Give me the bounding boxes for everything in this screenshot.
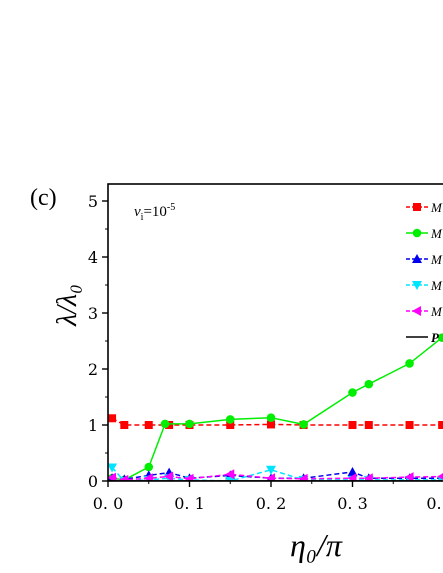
y-tick-label: 3 — [88, 304, 98, 323]
data-point — [266, 473, 275, 481]
legend-label: P — [431, 330, 440, 345]
legend-item: M — [406, 304, 443, 319]
data-point — [348, 421, 357, 429]
series-layer — [108, 333, 443, 481]
legend-item: M — [406, 200, 443, 215]
data-point — [225, 469, 235, 480]
x-tick-label: 0. 1 — [174, 494, 205, 513]
data-point — [347, 473, 357, 481]
legend-label: M — [430, 200, 443, 215]
x-tick-label: 0. — [426, 494, 441, 513]
legend-label: M — [430, 226, 443, 241]
data-point — [108, 463, 118, 473]
x-tick-label: 0. 3 — [337, 494, 368, 513]
data-point — [108, 414, 117, 423]
y-tick-label: 1 — [88, 416, 98, 435]
y-tick-label: 4 — [88, 248, 98, 267]
legend-label: M — [430, 304, 443, 319]
y-axis-ticks: 0 1 2 3 4 5 — [88, 192, 108, 491]
data-point — [347, 467, 358, 477]
series — [108, 414, 443, 429]
series-line — [111, 417, 443, 426]
legend-item: M — [406, 252, 443, 267]
data-point — [412, 281, 422, 290]
y-tick-label: 0 — [88, 472, 98, 491]
data-point — [120, 421, 129, 429]
data-point — [144, 421, 153, 429]
data-point — [266, 465, 276, 475]
y-tick-label: 5 — [88, 192, 98, 211]
x-axis-label: η₀/π — [290, 527, 343, 563]
legend-label: M — [430, 278, 443, 293]
x-tick-label: 0. 2 — [256, 494, 287, 513]
x-tick-label: 0. 0 — [93, 494, 124, 513]
series-line — [111, 467, 443, 481]
data-point — [144, 462, 154, 472]
data-point — [119, 474, 129, 481]
series — [108, 463, 443, 481]
data-point — [413, 203, 421, 211]
data-point — [225, 415, 235, 424]
data-point — [364, 421, 373, 429]
data-point — [405, 359, 414, 368]
data-point — [226, 421, 235, 429]
y-axis-label: λ/λ₀ — [52, 284, 83, 327]
data-point — [412, 306, 421, 316]
series-line — [111, 473, 443, 481]
series — [108, 333, 443, 481]
data-point — [160, 419, 170, 429]
data-point — [364, 379, 374, 389]
panel-label: (c) — [30, 185, 57, 211]
legend-item: P — [406, 330, 440, 345]
data-point — [108, 472, 117, 481]
series — [108, 469, 443, 481]
data-point — [164, 471, 174, 481]
plot-frame — [107, 183, 443, 482]
data-point — [299, 420, 308, 429]
data-point — [412, 228, 422, 238]
data-point — [405, 421, 414, 429]
data-point — [412, 254, 422, 263]
series-line — [111, 337, 443, 481]
data-point — [266, 413, 276, 423]
legend-label: M — [430, 252, 443, 267]
annotation: vi=10-5 — [134, 202, 175, 223]
data-point — [363, 473, 373, 481]
data-point — [143, 473, 153, 481]
x-axis-ticks: 0. 0 0. 1 0. 2 0. 3 0. — [93, 481, 442, 513]
data-point — [437, 473, 443, 480]
data-point — [267, 420, 275, 429]
data-point — [438, 421, 443, 429]
data-point — [348, 388, 357, 397]
legend-item: M — [406, 226, 443, 241]
data-point — [404, 472, 414, 481]
data-point — [184, 473, 194, 481]
data-point — [298, 473, 308, 481]
legend-item: M — [406, 278, 443, 293]
y-tick-label: 2 — [88, 360, 98, 379]
data-point — [437, 333, 443, 342]
data-point — [185, 419, 194, 429]
